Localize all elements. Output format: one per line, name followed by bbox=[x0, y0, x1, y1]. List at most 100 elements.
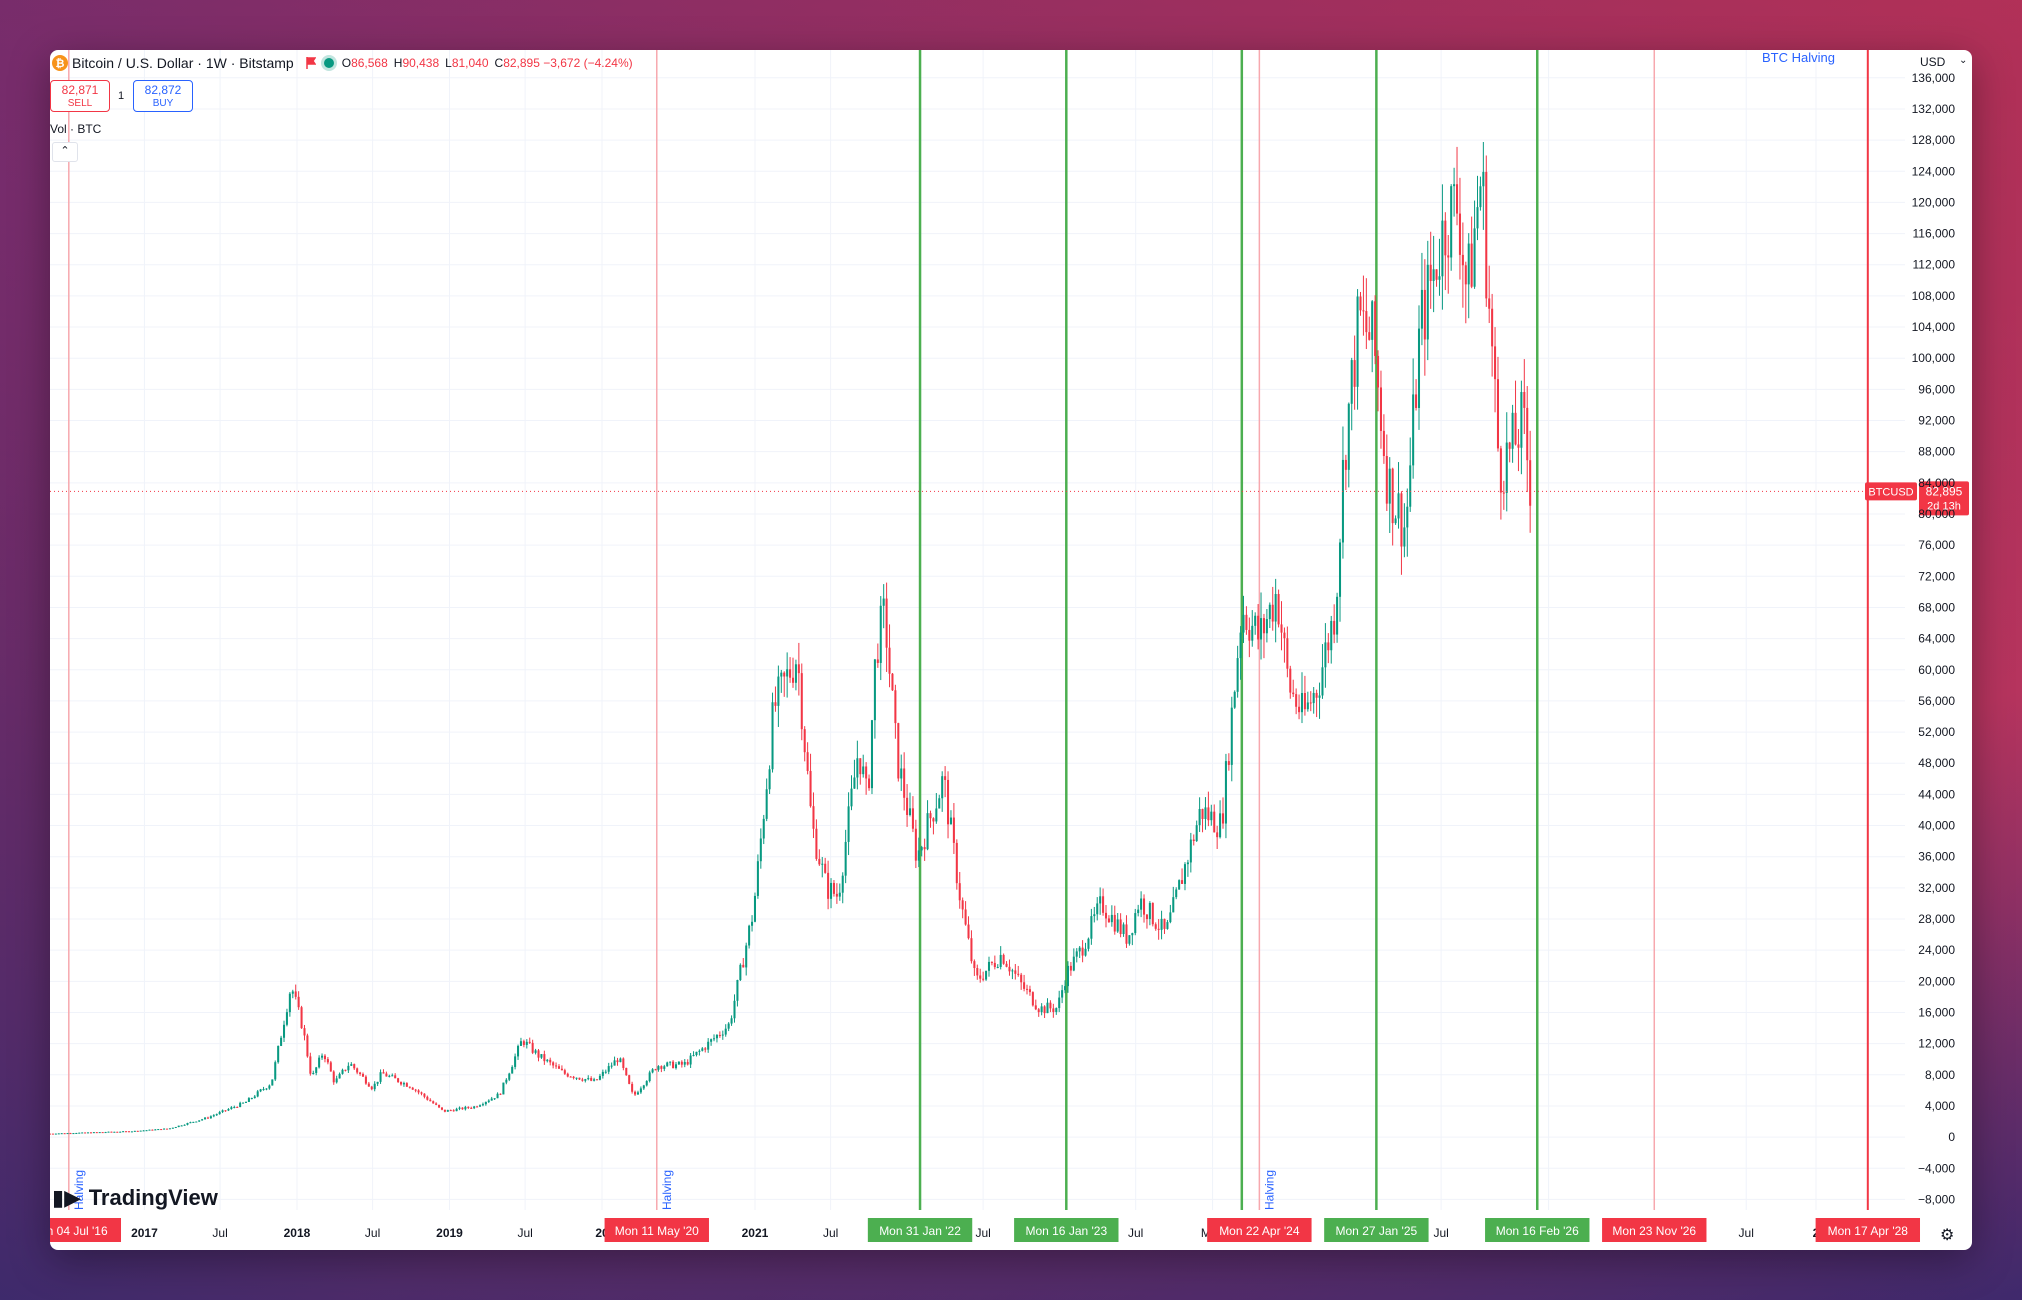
candle-body bbox=[748, 925, 751, 946]
currency-selector[interactable]: USD bbox=[1920, 55, 1946, 69]
candle-body bbox=[1236, 658, 1239, 692]
time-axis[interactable]: 2017Jul2018Jul2019Jul202021JulJulJulMonJ… bbox=[50, 1218, 1921, 1242]
candle-body bbox=[400, 1082, 403, 1085]
candle-body bbox=[1333, 620, 1336, 635]
candle-body bbox=[1099, 896, 1102, 904]
candle-body bbox=[1330, 620, 1333, 651]
candle-body bbox=[578, 1077, 581, 1080]
candle-body bbox=[964, 909, 967, 925]
candle-body bbox=[739, 964, 742, 981]
candle-body bbox=[639, 1088, 642, 1093]
candle-body bbox=[1160, 918, 1163, 930]
collapse-indicators-button[interactable]: ⌃ bbox=[52, 142, 78, 162]
candle-body bbox=[628, 1075, 631, 1084]
candle-body bbox=[1251, 625, 1254, 641]
candle-body bbox=[1148, 902, 1151, 920]
halving-text-label: Halving bbox=[1262, 1170, 1276, 1210]
price-tick-label: 36,000 bbox=[1918, 850, 1955, 864]
candle-body bbox=[221, 1110, 224, 1113]
candle-body bbox=[1110, 914, 1113, 923]
candle-body bbox=[949, 817, 952, 825]
candle-body bbox=[438, 1104, 441, 1108]
candle-body bbox=[1227, 761, 1230, 765]
candle-body bbox=[1040, 1006, 1043, 1013]
candles bbox=[50, 141, 1532, 1135]
trade-quantity[interactable]: 1 bbox=[118, 90, 125, 102]
buy-button[interactable]: 82,872 BUY bbox=[133, 80, 193, 112]
candle-body bbox=[683, 1062, 686, 1065]
price-tick-label: 56,000 bbox=[1918, 694, 1955, 708]
candle-body bbox=[101, 1132, 104, 1134]
candle-body bbox=[1116, 919, 1119, 932]
candle-body bbox=[1096, 903, 1099, 915]
candle-body bbox=[92, 1132, 95, 1134]
gear-icon[interactable]: ⚙ bbox=[1940, 1227, 1955, 1244]
sell-button[interactable]: 82,871 SELL bbox=[50, 80, 110, 112]
candle-body bbox=[1403, 527, 1406, 547]
candle-body bbox=[1496, 379, 1500, 449]
candle-body bbox=[865, 766, 868, 779]
candle-body bbox=[426, 1096, 429, 1100]
candle-body bbox=[280, 1037, 283, 1046]
ohlc-high-value: 90,438 bbox=[402, 56, 440, 70]
candle-body bbox=[329, 1062, 332, 1072]
candle-body bbox=[753, 895, 756, 922]
price-axis[interactable]: 136,000 132,000 128,000 124,000 120,000 116,0… bbox=[1912, 71, 1956, 1207]
candle-body bbox=[247, 1098, 250, 1102]
candle-body bbox=[1526, 407, 1529, 461]
candle-body bbox=[736, 980, 739, 1001]
candle-body bbox=[511, 1066, 514, 1074]
candle-body bbox=[718, 1034, 721, 1036]
symbol-title[interactable]: Bitcoin / U.S. Dollar · 1W · Bitstamp bbox=[72, 55, 294, 71]
candle-body bbox=[967, 924, 970, 939]
price-tick-label: 24,000 bbox=[1918, 943, 1955, 957]
candle-body bbox=[1043, 1006, 1046, 1014]
candle-body bbox=[707, 1041, 710, 1050]
candle-body bbox=[812, 806, 815, 829]
price-badge-label: 82,895 bbox=[1926, 484, 1963, 498]
candle-body bbox=[63, 1133, 66, 1135]
candle-body bbox=[1207, 807, 1210, 821]
candle-body bbox=[689, 1055, 692, 1065]
candle-body bbox=[244, 1101, 248, 1103]
candle-body bbox=[274, 1062, 277, 1080]
candle-body bbox=[914, 828, 917, 861]
candle-body bbox=[610, 1065, 613, 1067]
candle-body bbox=[926, 813, 929, 850]
candle-body bbox=[122, 1131, 125, 1133]
halving-date-marker: Mon 23 Nov '26 bbox=[1612, 1224, 1696, 1238]
candle-body bbox=[803, 729, 806, 753]
candle-body bbox=[581, 1079, 584, 1081]
candle-body bbox=[1494, 346, 1497, 380]
candle-body bbox=[452, 1110, 455, 1112]
volume-indicator-label[interactable]: Vol · BTC bbox=[50, 122, 102, 136]
candle-body bbox=[751, 921, 754, 926]
candle-body bbox=[157, 1129, 160, 1131]
candle-body bbox=[1248, 629, 1251, 641]
price-tick-label: 124,000 bbox=[1912, 164, 1956, 178]
candle-body bbox=[856, 758, 859, 778]
candle-body bbox=[903, 768, 906, 798]
candle-body bbox=[321, 1055, 324, 1058]
candle-body bbox=[1262, 618, 1265, 634]
candle-body bbox=[1391, 468, 1394, 524]
candle-body bbox=[1175, 889, 1178, 898]
candle-body bbox=[756, 861, 759, 896]
candle-body bbox=[341, 1069, 344, 1074]
indicator-title[interactable]: BTC Halving bbox=[1762, 50, 1835, 65]
candle-body bbox=[1274, 593, 1277, 622]
candle-body bbox=[1069, 965, 1072, 971]
price-chart[interactable]: Halving Halving Halving BTCUSD 82,895 2d 13h… bbox=[50, 50, 1972, 1250]
cycle-date-marker: Mon 27 Jan '25 bbox=[1336, 1224, 1418, 1238]
time-tick-label: Jul bbox=[212, 1226, 227, 1240]
candle-body bbox=[952, 817, 955, 843]
candle-body bbox=[1280, 624, 1283, 633]
time-tick-label: Jul bbox=[1739, 1226, 1754, 1240]
candle-body bbox=[265, 1088, 268, 1090]
candle-body bbox=[1356, 296, 1359, 387]
flag-icon[interactable] bbox=[305, 57, 316, 69]
candle-body bbox=[651, 1069, 654, 1073]
candle-body bbox=[151, 1129, 154, 1131]
chevron-down-icon[interactable]: ⌄ bbox=[1959, 55, 1968, 66]
candle-body bbox=[762, 818, 765, 839]
